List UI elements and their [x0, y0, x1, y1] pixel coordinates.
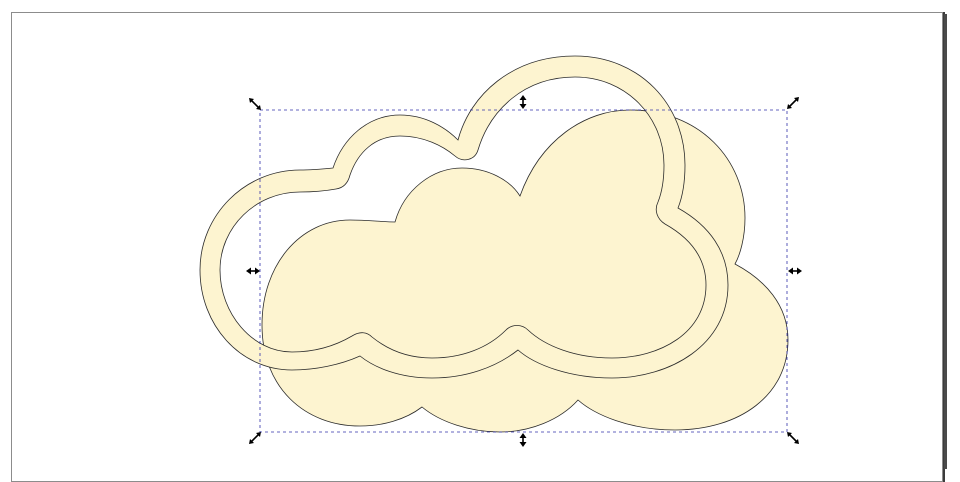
handle-top[interactable] — [519, 95, 527, 109]
handle-bottom[interactable] — [519, 433, 527, 447]
canvas-svg[interactable] — [0, 0, 960, 469]
outline-cloud[interactable] — [199, 55, 729, 379]
handle-top-left[interactable] — [249, 98, 261, 110]
handle-bottom-left[interactable] — [249, 432, 261, 444]
handle-right[interactable] — [788, 267, 802, 275]
handle-bottom-right[interactable] — [787, 432, 799, 444]
page-shadow — [944, 14, 947, 469]
handle-left[interactable] — [246, 267, 260, 275]
handle-top-right[interactable] — [787, 97, 799, 109]
